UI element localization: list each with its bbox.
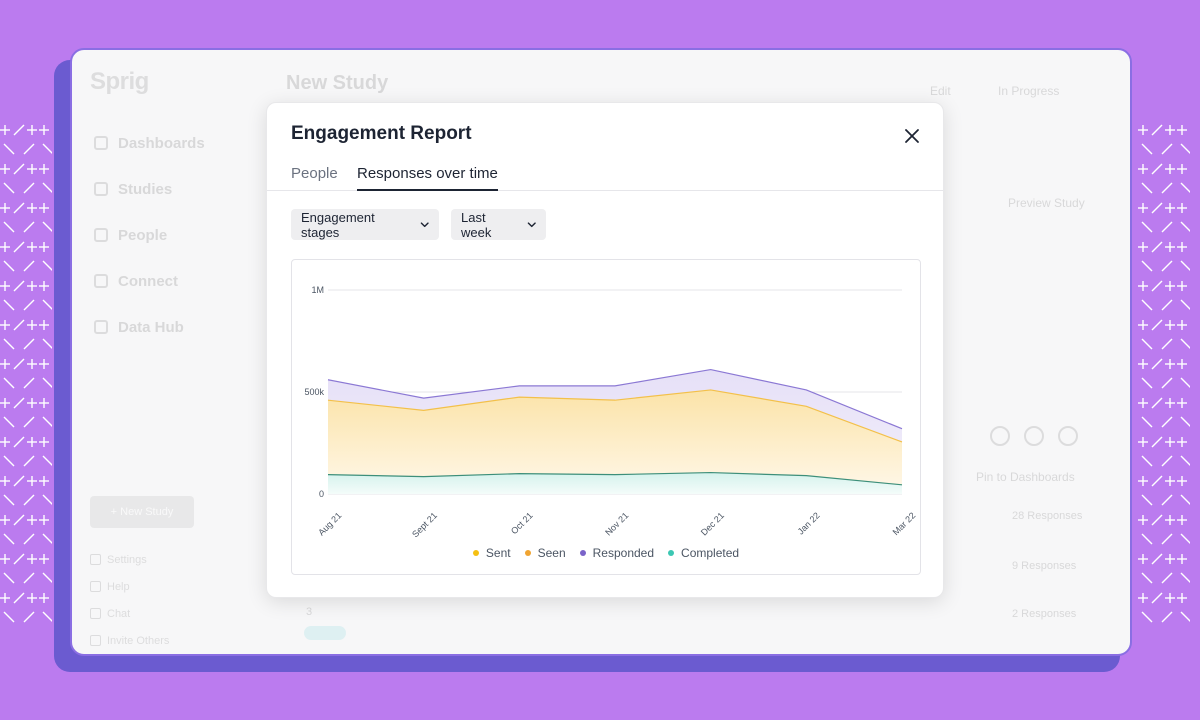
y-tick-label: 500k	[304, 387, 324, 397]
x-tick-label: Dec 21	[699, 510, 726, 537]
brand-logo: Sprig	[90, 68, 149, 95]
footer-link-help[interactable]: Help	[90, 573, 169, 600]
connect-icon	[94, 274, 108, 288]
sidebar-nav: Dashboards Studies People Connect Data H…	[94, 120, 205, 350]
x-tick-label: Aug 21	[316, 510, 343, 537]
legend-dot	[668, 550, 675, 556]
tab-people[interactable]: People	[291, 165, 338, 182]
engagement-stages-dropdown[interactable]: Engagement stages	[291, 209, 439, 240]
x-tick-label: Nov 21	[603, 510, 630, 537]
new-study-button[interactable]: + New Study	[90, 496, 194, 528]
sidebar-item-label: People	[118, 226, 168, 244]
row-value: 28 Responses	[1012, 510, 1083, 522]
x-tick-label: Sept 21	[410, 510, 439, 539]
legend-label: Sent	[485, 546, 511, 560]
legend-item-seen: Seen	[524, 546, 566, 560]
legend-dot	[524, 550, 531, 556]
legend-label: Completed	[681, 546, 740, 560]
sent-line	[327, 389, 903, 443]
decorative-pattern-left	[0, 120, 52, 630]
row-number: 3	[306, 606, 313, 618]
footer-link-invite[interactable]: Invite Others	[90, 627, 169, 654]
chart-container: 1M 500k 0 Aug 21 Sept 21 Oct 21 Nov 21 Dec 21 Ja…	[291, 259, 921, 575]
dropdown-label: Engagement stages	[301, 209, 375, 240]
legend-item-sent: Sent	[472, 546, 511, 560]
y-tick-label: 1M	[311, 285, 324, 295]
footer-link-settings[interactable]: Settings	[90, 546, 169, 573]
completed-area	[328, 472, 902, 494]
chevron-down-icon	[420, 221, 429, 227]
footer-link-label: Invite Others	[107, 634, 170, 647]
decorative-pattern-right	[1138, 120, 1190, 630]
time-period-dropdown[interactable]: Last week	[451, 209, 546, 240]
sidebar-item-label: Connect	[118, 272, 178, 290]
dropdown-label: Last week	[461, 209, 492, 240]
legend-item-responded: Responded	[579, 546, 655, 560]
database-icon	[94, 320, 108, 334]
modal-tabs: People Responses over time	[267, 159, 943, 191]
sidebar-footer: Settings Help Chat Invite Others	[90, 546, 169, 654]
sidebar-item-label: Dashboards	[118, 134, 205, 152]
legend-dot	[579, 550, 586, 556]
legend-item-completed: Completed	[668, 546, 739, 560]
check-icon[interactable]	[990, 426, 1010, 446]
responded-line	[327, 368, 903, 430]
invite-icon	[90, 635, 101, 646]
area-chart: 1M 500k 0 Aug 21 Sept 21 Oct 21 Nov 21 Dec 21 Ja…	[304, 285, 918, 539]
pattern-graphic	[1138, 120, 1190, 630]
sidebar-item-people[interactable]: People	[94, 212, 205, 258]
status-pill	[304, 626, 346, 640]
help-icon	[90, 581, 101, 592]
status-dropdown[interactable]: In Progress	[998, 84, 1060, 98]
chat-icon	[90, 608, 101, 619]
footer-link-chat[interactable]: Chat	[90, 600, 169, 627]
footer-link-label: Help	[107, 580, 130, 593]
settings-icon	[90, 554, 101, 565]
row-value: 2 Responses	[1012, 608, 1077, 620]
pattern-graphic	[0, 120, 52, 630]
modal-title: Engagement Report	[291, 123, 472, 144]
completed-line	[327, 471, 903, 486]
engagement-report-modal: Engagement Report People Responses over …	[266, 102, 944, 598]
x-tick-label: Oct 21	[509, 510, 535, 536]
x-tick-label: Jan 22	[796, 510, 822, 536]
footer-link-label: Settings	[107, 553, 147, 566]
sidebar-item-dashboards[interactable]: Dashboards	[94, 120, 205, 166]
dashboard-icon	[94, 136, 108, 150]
row-value: 9 Responses	[1012, 560, 1077, 572]
sidebar-item-data-hub[interactable]: Data Hub	[94, 304, 205, 350]
people-icon	[94, 228, 108, 242]
tab-responses-over-time[interactable]: Responses over time	[357, 165, 498, 191]
preview-study-button[interactable]: Preview Study	[1008, 196, 1085, 210]
y-tick-label: 0	[319, 489, 324, 499]
chevron-down-icon	[527, 221, 536, 227]
legend-label: Responded	[592, 546, 655, 560]
x-tick-label: Mar 22	[891, 510, 918, 537]
edit-button[interactable]: Edit	[930, 84, 951, 98]
legend-dot	[472, 550, 479, 556]
background-app: Sprig Dashboards Studies People Connect …	[72, 50, 1130, 654]
studies-icon	[94, 182, 108, 196]
sidebar-item-label: Studies	[118, 180, 173, 198]
sidebar-item-label: Data Hub	[118, 318, 184, 336]
page-title: New Study	[286, 72, 389, 94]
pin-to-dashboards-button[interactable]: Pin to Dashboards	[976, 470, 1075, 484]
chart-icon[interactable]	[1058, 426, 1078, 446]
sidebar-item-connect[interactable]: Connect	[94, 258, 205, 304]
chart-legend: Sent Seen Responded Completed	[292, 546, 920, 560]
circle-icon[interactable]	[1024, 426, 1044, 446]
sidebar-item-studies[interactable]: Studies	[94, 166, 205, 212]
legend-label: Seen	[537, 546, 566, 560]
seen-area	[328, 389, 902, 494]
bg-icon-group	[990, 426, 1078, 446]
close-icon[interactable]	[901, 125, 923, 147]
footer-link-label: Chat	[107, 607, 131, 620]
